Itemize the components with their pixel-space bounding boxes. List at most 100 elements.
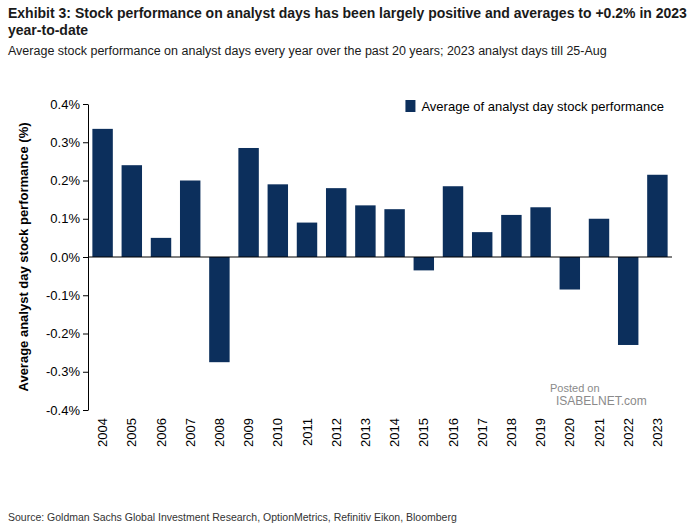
- bar: [268, 184, 288, 257]
- x-tick-label: 2015: [416, 418, 431, 447]
- zero-line: [88, 257, 672, 258]
- x-tick: 2010: [270, 418, 285, 447]
- x-tick-label: 2004: [95, 418, 110, 447]
- y-tick-label: -0.3%: [46, 364, 80, 379]
- x-tick-label: 2014: [387, 418, 402, 447]
- y-tick-mark: [83, 372, 88, 373]
- bar: [151, 238, 171, 257]
- bar: [238, 148, 258, 257]
- bar: [618, 257, 638, 345]
- y-tick: 0.2%: [50, 173, 88, 188]
- x-tick-label: 2012: [329, 418, 344, 447]
- y-tick-label: 0.2%: [50, 173, 80, 188]
- x-tick: 2022: [621, 418, 636, 447]
- x-axis: 2004 2005 2006 2007 2008 2009 2010 2011 2012 2013…: [95, 418, 665, 447]
- y-tick: 0.1%: [50, 211, 88, 226]
- bars: [92, 129, 667, 362]
- title: Exhibit 3: Stock performance on analyst …: [8, 5, 687, 38]
- y-tick: -0.1%: [46, 288, 88, 303]
- x-tick-label: 2007: [183, 418, 198, 447]
- x-tick: 2008: [212, 418, 227, 447]
- x-tick: 2013: [358, 418, 373, 447]
- bar: [355, 205, 375, 257]
- source: Source: Goldman Sachs Global Investment …: [8, 511, 457, 523]
- bar: [443, 186, 463, 257]
- x-tick-label: 2023: [650, 418, 665, 447]
- y-tick: -0.3%: [46, 364, 88, 379]
- bar: [530, 207, 550, 257]
- x-tick: 2015: [416, 418, 431, 447]
- x-tick: 2018: [504, 418, 519, 447]
- bar: [92, 129, 112, 257]
- y-tick: 0.4%: [50, 97, 88, 112]
- y-axis-line: [88, 105, 89, 411]
- subtitle: Average stock performance on analyst day…: [8, 44, 607, 58]
- x-tick-label: 2013: [358, 418, 373, 447]
- bar: [209, 257, 229, 362]
- bar: [560, 257, 580, 290]
- legend-swatch: [405, 100, 415, 112]
- title-line: Exhibit 3: Stock performance on analyst …: [8, 5, 687, 21]
- y-tick-mark: [83, 219, 88, 220]
- y-tick-mark: [83, 104, 88, 105]
- y-tick-mark: [83, 257, 88, 258]
- legend-item: Average of analyst day stock performance: [405, 99, 664, 114]
- x-tick-label: 2010: [270, 418, 285, 447]
- x-tick: 2004: [95, 418, 110, 447]
- y-axis-title: Average analyst day stock performance (%…: [16, 122, 31, 391]
- y-tick-label: 0.0%: [50, 250, 80, 265]
- chart: Exhibit 3: Stock performance on analyst …: [0, 0, 700, 530]
- x-tick-label: 2011: [300, 418, 315, 446]
- x-tick-label: 2016: [446, 418, 461, 447]
- watermark: ISABELNET.com: [556, 394, 647, 408]
- bar: [647, 175, 667, 257]
- x-tick: 2016: [446, 418, 461, 447]
- x-tick: 2006: [154, 418, 169, 447]
- x-tick-label: 2019: [533, 418, 548, 447]
- x-tick: 2020: [562, 418, 577, 447]
- bar: [472, 232, 492, 257]
- y-tick-label: 0.3%: [50, 135, 80, 150]
- y-tick-mark: [83, 181, 88, 182]
- x-tick: 2009: [241, 418, 256, 447]
- x-tick: 2021: [592, 418, 607, 447]
- y-tick-label: -0.1%: [46, 288, 80, 303]
- y-tick-mark: [83, 142, 88, 143]
- legend-label: Average of analyst day stock performance: [421, 99, 664, 114]
- y-tick-label: 0.4%: [50, 97, 80, 112]
- y-tick: -0.4%: [46, 403, 88, 418]
- y-tick-label: 0.1%: [50, 211, 80, 226]
- x-tick: 2005: [124, 418, 139, 447]
- x-tick-label: 2009: [241, 418, 256, 447]
- x-tick: 2007: [183, 418, 198, 447]
- y-tick-label: -0.2%: [46, 326, 80, 341]
- bar: [297, 223, 317, 257]
- title-line: year-to-date: [8, 22, 88, 38]
- x-tick-label: 2022: [621, 418, 636, 447]
- x-tick-label: 2020: [562, 418, 577, 447]
- y-tick: 0.3%: [50, 135, 88, 150]
- y-tick: 0.0%: [50, 250, 88, 265]
- x-tick: 2023: [650, 418, 665, 447]
- y-tick-label: -0.4%: [46, 403, 80, 418]
- x-tick: 2017: [475, 418, 490, 447]
- y-tick-mark: [83, 410, 88, 411]
- bar: [501, 215, 521, 257]
- legend: Average of analyst day stock performance: [405, 99, 664, 114]
- x-tick-label: 2018: [504, 418, 519, 447]
- y-tick-mark: [83, 334, 88, 335]
- x-tick-label: 2021: [592, 418, 607, 447]
- x-tick: 2012: [329, 418, 344, 447]
- x-tick: 2019: [533, 418, 548, 447]
- x-tick-label: 2005: [124, 418, 139, 447]
- x-tick: 2014: [387, 418, 402, 447]
- bar: [122, 165, 142, 257]
- bar: [589, 219, 609, 257]
- y-axis: -0.4% -0.3% -0.2% -0.1% 0.0% 0.1% 0.2% 0.3% 0.4%: [46, 97, 88, 418]
- bar: [414, 257, 434, 270]
- watermark: Posted on: [550, 382, 600, 394]
- y-tick-mark: [83, 295, 88, 296]
- bar: [180, 181, 200, 258]
- x-tick-label: 2017: [475, 418, 490, 447]
- x-tick-label: 2008: [212, 418, 227, 447]
